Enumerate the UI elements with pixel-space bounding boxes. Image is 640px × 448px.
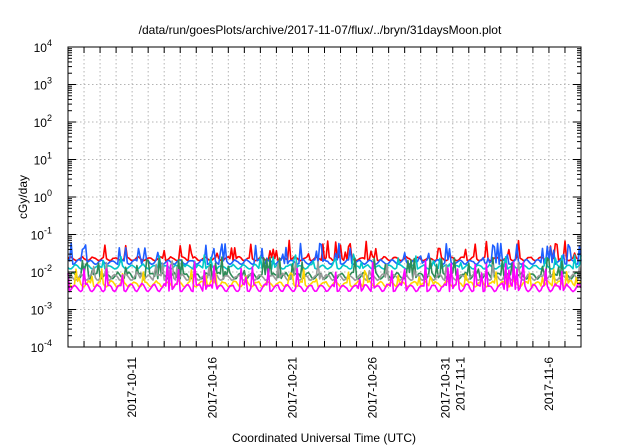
x-tick-labels: 2017-10-11 2017-10-16 2017-10-21 2017-10-26…	[125, 357, 556, 419]
y-tick-label: 102	[34, 113, 52, 130]
y-tick-label: 104	[34, 38, 52, 55]
y-tick-label: 100	[34, 188, 52, 205]
y-tick-base: 10	[31, 266, 45, 280]
y-tick-exponent: -2	[44, 263, 52, 273]
x-tick-label: 2017-10-26	[366, 357, 380, 419]
y-axis-label: cGy/day	[16, 175, 30, 219]
x-tick-label: 2017-11-1	[453, 357, 467, 411]
y-tick-exponent: -1	[44, 226, 52, 236]
series-line-3	[67, 253, 582, 270]
chart-title: /data/run/goesPlots/archive/2017-11-07/f…	[139, 23, 502, 37]
y-tick-exponent: -4	[44, 338, 52, 348]
y-tick-base: 10	[34, 79, 48, 93]
series-line-6	[67, 268, 582, 288]
y-tick-base: 10	[31, 304, 45, 318]
y-tick-base: 10	[34, 116, 48, 130]
series-group	[67, 239, 582, 293]
y-tick-exponent: -3	[44, 301, 52, 311]
ticks	[68, 46, 581, 348]
y-tick-exponent: 0	[47, 188, 52, 198]
y-tick-label: 10-4	[31, 338, 52, 355]
y-tick-label: 10-1	[31, 226, 52, 243]
x-tick-label: 2017-10-11	[125, 357, 139, 418]
y-tick-base: 10	[31, 341, 45, 355]
y-tick-base: 10	[31, 229, 45, 243]
series-line-7	[67, 259, 582, 293]
y-tick-base: 10	[34, 41, 48, 55]
x-tick-label: 2017-11-6	[542, 357, 556, 411]
y-tick-exponent: 4	[47, 38, 52, 48]
y-tick-label: 10-3	[31, 301, 52, 318]
x-tick-label: 2017-10-16	[205, 357, 219, 419]
y-tick-base: 10	[34, 154, 48, 168]
y-tick-exponent: 3	[47, 76, 52, 86]
x-tick-label: 2017-10-21	[285, 357, 299, 419]
y-tick-base: 10	[34, 191, 48, 205]
x-axis-label: Coordinated Universal Time (UTC)	[232, 431, 416, 445]
grid	[68, 47, 581, 347]
y-tick-label: 101	[34, 151, 52, 168]
y-tick-exponent: 2	[47, 113, 52, 123]
series-line-2	[67, 242, 582, 266]
y-tick-label: 10-2	[31, 263, 52, 280]
x-tick-label: 2017-10-31	[438, 357, 452, 419]
y-tick-label: 103	[34, 76, 52, 93]
y-tick-exponent: 1	[47, 151, 52, 161]
